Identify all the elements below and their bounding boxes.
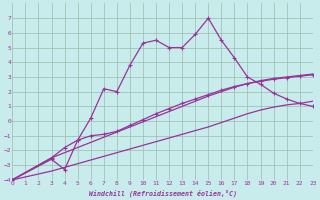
- X-axis label: Windchill (Refroidissement éolien,°C): Windchill (Refroidissement éolien,°C): [89, 189, 236, 197]
